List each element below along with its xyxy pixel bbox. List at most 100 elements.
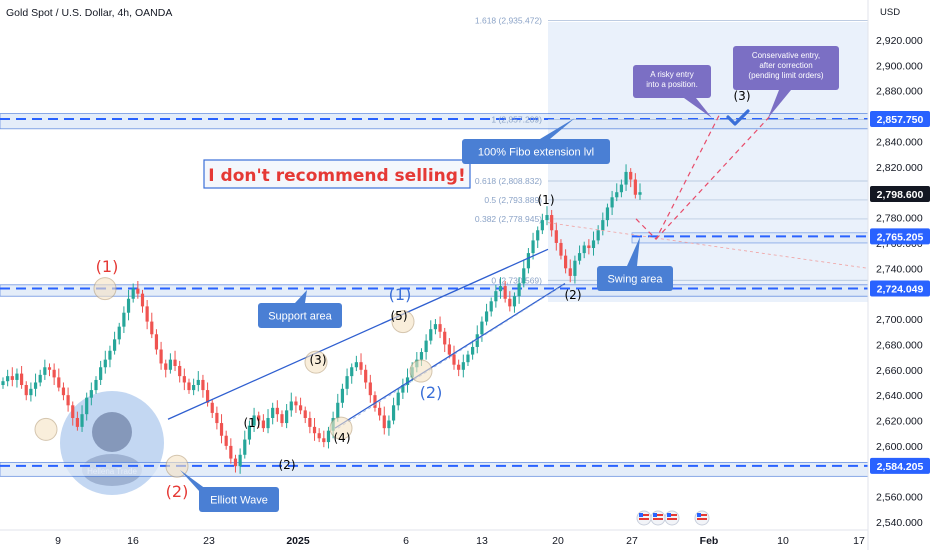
price-badge-4 (870, 457, 930, 474)
candle-body (345, 376, 349, 389)
event-flag-canton-1 (653, 513, 657, 517)
candle-body (233, 458, 238, 467)
fib-label-4: 0.382 (2,778.945) (475, 214, 542, 224)
candle-body (354, 362, 358, 368)
candle-body (178, 365, 182, 377)
candle-body (577, 253, 582, 261)
price-tick-0: 2,920.000 (876, 35, 923, 47)
candle-body (373, 395, 377, 408)
price-tick-14: 2,560.000 (876, 492, 923, 504)
price-badge-text-1: 2,798.600 (877, 189, 924, 201)
candle-body (498, 286, 503, 292)
event-flag-canton-0 (639, 513, 643, 517)
candle-body (340, 388, 345, 403)
candle-body (475, 334, 479, 347)
candle-body (303, 410, 307, 418)
time-tick-3: 2025 (286, 535, 310, 547)
fib-label-0: 1.618 (2,935.472) (475, 15, 542, 25)
candle-body (350, 367, 354, 377)
candle-body (33, 382, 38, 389)
support-zone (0, 284, 869, 297)
candle-body (219, 423, 224, 436)
candle-body (326, 430, 331, 443)
candle-body (322, 438, 326, 443)
candle-body (596, 230, 600, 241)
price-badge-text-0: 2,857.750 (877, 114, 924, 126)
candle-body (85, 397, 89, 415)
fib-label-5: 0 (2,730.569) (491, 275, 542, 285)
candle-body (47, 367, 52, 370)
candle-body (247, 425, 252, 440)
candle-body (19, 373, 24, 386)
wave-label-7: (1) (389, 285, 412, 304)
event-flag-stripe-2 (667, 514, 677, 516)
candle-body (173, 359, 177, 366)
candle-body (619, 184, 624, 193)
time-tick-9: 10 (777, 535, 789, 547)
candle-body (457, 364, 461, 370)
candle-body (140, 293, 145, 307)
candle-body (196, 379, 200, 386)
candle-body (182, 376, 186, 383)
event-flag-stripe-3 (697, 514, 707, 516)
fibo-callout-box (462, 139, 610, 164)
wave-label-1: (2) (166, 482, 189, 501)
time-tick-8: Feb (700, 535, 719, 547)
conservative-note-box (733, 46, 839, 90)
candle-body (461, 362, 465, 370)
candle-body (452, 354, 456, 365)
time-tick-5: 13 (476, 535, 488, 547)
candle-body (573, 260, 577, 276)
event-flag-stripe-1 (653, 514, 663, 516)
candle-body (382, 415, 386, 429)
candle-body (624, 171, 628, 185)
candle-body (164, 363, 168, 370)
pivot-circle-6 (409, 359, 433, 383)
candle-body (80, 414, 84, 427)
wave-label-9: (1) (538, 193, 555, 207)
conservative-path (655, 115, 771, 240)
swing-zone (631, 232, 869, 244)
candle-body (419, 352, 424, 360)
candle-body (368, 382, 372, 396)
candle-body (192, 385, 196, 391)
candle-body (266, 417, 270, 429)
wave-label-10: (2) (565, 288, 582, 302)
price-badge-0 (870, 110, 930, 127)
event-flag-stripe2-3 (697, 518, 707, 520)
price-tick-3: 2,840.000 (876, 136, 923, 148)
candle-body (517, 283, 521, 297)
price-tick-2: 2,880.000 (876, 86, 923, 98)
risky-note-pointer (684, 98, 712, 118)
wave-label-11: (3) (734, 89, 751, 103)
fib-label-1: 1 (2,857.209) (491, 115, 542, 125)
candle-body (582, 245, 586, 254)
candle-body (75, 417, 79, 427)
candle-body (71, 405, 75, 418)
candle-body (508, 298, 512, 307)
wave-label-5: (4) (334, 431, 351, 445)
currency-label[interactable]: USD (880, 7, 901, 18)
candle-body (433, 324, 438, 330)
swing-callout-box (597, 266, 673, 291)
candle-body (43, 367, 47, 375)
candle-body (150, 321, 154, 335)
candle-body (145, 306, 149, 322)
price-tick-4: 2,820.000 (876, 162, 923, 174)
candle-body (494, 291, 498, 302)
candle-body (522, 268, 526, 284)
candle-body (205, 390, 210, 403)
candle-body (564, 255, 568, 269)
candle-body (24, 385, 28, 396)
elliott-callout-text: Elliott Wave (210, 495, 268, 507)
wave-label-6: (5) (391, 309, 408, 323)
candle-body (103, 359, 107, 368)
risky-note-line-1: into a position. (646, 80, 698, 89)
candle-body (512, 296, 517, 307)
conservative-note-line-1: after correction (759, 61, 812, 70)
candle-body (215, 412, 219, 424)
candle-body (294, 401, 298, 406)
candle-body (429, 329, 433, 341)
price-tick-1: 2,900.000 (876, 60, 923, 72)
